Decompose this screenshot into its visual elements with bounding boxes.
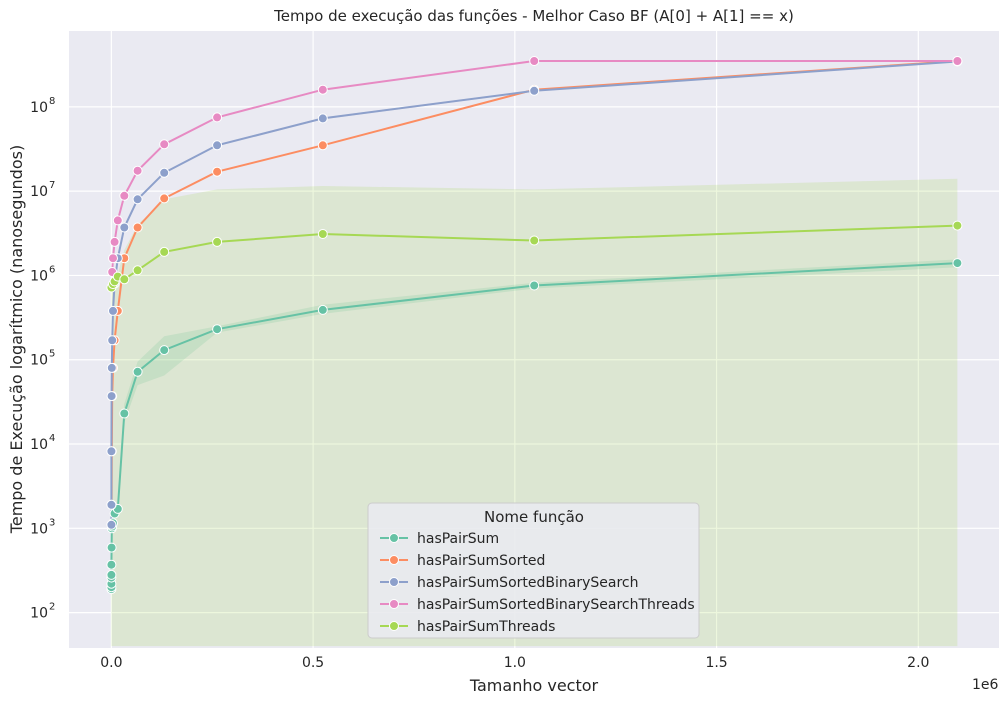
point-hasPairSumThreads [952,220,963,231]
legend-marker-hasPairSumSortedBinarySearchThreads [389,599,399,609]
x-tick-label: 0.0 [100,655,122,671]
legend-label-hasPairSumSortedBinarySearchThreads: hasPairSumSortedBinarySearchThreads [417,597,695,613]
legend-label-hasPairSumSorted: hasPairSumSorted [417,553,545,569]
x-tick-label: 1.5 [705,655,727,671]
point-hasPairSumSorted [212,166,223,177]
point-hasPairSumSortedBinarySearch [108,305,118,316]
y-tick-exponent: 6 [49,264,55,275]
y-tick-label: 10 [30,437,48,453]
point-hasPairSum [952,258,963,269]
legend-title: Nome função [484,508,584,526]
point-hasPairSum [159,345,170,356]
y-tick-label: 10 [30,606,48,622]
point-hasPairSumThreads [212,236,223,247]
legend-items: hasPairSum hasPairSumSorted hasPairSumSort… [380,531,695,635]
series-markers [106,56,963,595]
y-tick-label: 10 [30,353,48,369]
y-tick-exponent: 3 [49,517,55,528]
y-tick-exponent: 4 [49,433,55,444]
y-tick-exponent: 8 [49,96,55,107]
band-hasPairSumThreads [111,178,958,647]
point-hasPairSumSortedBinarySearch [119,222,130,233]
x-tick-label: 1.0 [504,655,526,671]
y-axis-label: Tempo de Execução logarítmico (nanosegun… [7,145,26,534]
point-hasPairSumSortedBinarySearch [106,362,117,373]
point-hasPairSum [106,542,117,553]
chart-title: Tempo de execução das funções - Melhor C… [273,7,794,25]
legend-label-hasPairSum: hasPairSum [417,531,499,547]
x-tick-label: 2.0 [907,655,929,671]
point-hasPairSumSortedBinarySearch [107,335,118,346]
y-tick-exponent: 2 [49,602,55,613]
point-hasPairSumSortedBinarySearchThreads [132,165,143,176]
point-hasPairSumSortedBinarySearchThreads [529,56,540,66]
point-hasPairSum [119,408,130,419]
legend: Nome função hasPairSumhasPairSumSortedha… [367,502,700,639]
legend-marker-hasPairSum [389,533,399,543]
legend-marker-hasPairSumThreads [389,621,399,631]
y-tick-label: 10 [30,268,48,284]
y-tick-exponent: 7 [49,180,55,191]
legend-label-hasPairSumSortedBinarySearch: hasPairSumSortedBinarySearch [417,575,638,591]
y-tick-label: 10 [30,521,48,537]
y-tick-label: 10 [30,184,48,200]
legend-marker-hasPairSumSortedBinarySearch [389,577,399,587]
point-hasPairSum [132,366,143,377]
point-hasPairSumSortedBinarySearchThreads [112,215,123,226]
point-hasPairSumSortedBinarySearchThreads [159,139,170,150]
legend-marker-hasPairSumSorted [389,555,399,565]
y-tick-exponent: 5 [49,349,55,360]
point-hasPairSumSortedBinarySearch [212,140,223,151]
point-hasPairSum [106,569,117,580]
x-axis-offset: 1e6 [972,677,999,693]
point-hasPairSum [212,324,223,335]
point-hasPairSumSortedBinarySearch [159,167,170,178]
point-hasPairSumSortedBinarySearchThreads [212,112,223,123]
point-hasPairSumSortedBinarySearch [132,194,143,205]
point-hasPairSumSortedBinarySearchThreads [109,236,120,247]
legend-label-hasPairSumThreads: hasPairSumThreads [417,619,555,635]
point-hasPairSumSortedBinarySearch [106,446,117,457]
point-hasPairSum [529,280,540,291]
point-hasPairSumSortedBinarySearch [529,85,540,96]
point-hasPairSum [317,304,328,315]
point-hasPairSumSortedBinarySearch [317,113,328,124]
point-hasPairSumSortedBinarySearch [106,391,117,402]
point-hasPairSumThreads [119,274,130,285]
point-hasPairSumSorted [317,140,328,151]
point-hasPairSumSortedBinarySearchThreads [108,253,118,264]
point-hasPairSumThreads [132,265,143,276]
point-hasPairSum [106,559,117,570]
point-hasPairSumThreads [317,229,328,239]
point-hasPairSumSortedBinarySearchThreads [952,56,963,66]
point-hasPairSumSortedBinarySearch [106,499,117,510]
point-hasPairSumSortedBinarySearchThreads [119,190,130,201]
point-hasPairSumSorted [159,193,170,204]
point-hasPairSumThreads [159,246,170,257]
point-hasPairSumSortedBinarySearch [106,519,117,530]
point-hasPairSumThreads [529,235,540,246]
point-hasPairSumSorted [132,222,143,233]
confidence-bands [111,61,958,647]
x-tick-labels: 0.0 0.5 1.0 1.5 2.0 [100,655,929,671]
x-tick-label: 0.5 [302,655,324,671]
grid-lines [69,31,999,648]
x-axis-label: Tamanho vector [469,676,599,695]
legend-box [367,502,700,639]
point-hasPairSumSortedBinarySearchThreads [317,84,328,95]
y-tick-label: 10 [30,100,48,116]
